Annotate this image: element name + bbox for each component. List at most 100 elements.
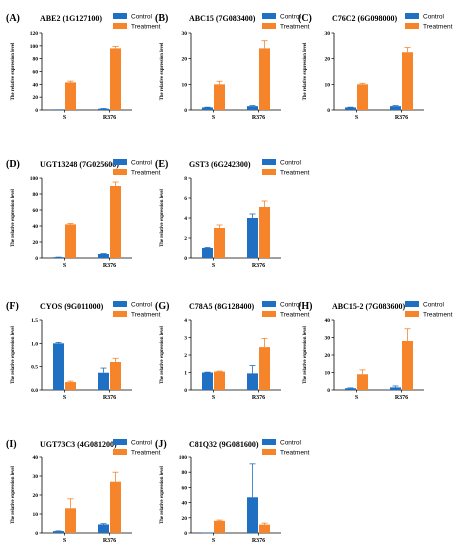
bar-control-s	[202, 532, 213, 534]
chart-panel-1: (B) ABC15 (7G083400) The relative expressi…	[155, 13, 310, 121]
y-tick-label: 80	[182, 470, 188, 476]
legend-label-control: Control	[131, 14, 153, 21]
y-tick-label: 30	[33, 474, 39, 480]
bar-treatment-r376	[259, 347, 270, 390]
y-tick-label: 1.5	[31, 318, 38, 324]
legend-label-control: Control	[131, 302, 153, 309]
y-tick-label: 60	[33, 208, 39, 214]
y-tick-label: 20	[33, 95, 39, 101]
bar-control-r376	[98, 108, 109, 110]
bar-control-r376	[390, 106, 401, 110]
bar-control-s	[53, 343, 64, 390]
legend-swatch-control	[405, 301, 419, 307]
y-tick-label: 1	[184, 371, 187, 377]
legend-swatch-treatment	[262, 449, 276, 455]
legend-swatch-treatment	[262, 169, 276, 175]
y-tick-label: 30	[325, 31, 331, 37]
bar-treatment-s	[214, 371, 225, 390]
y-tick-label: 100	[30, 176, 39, 182]
bar-treatment-r376	[259, 48, 270, 110]
legend-swatch-control	[262, 13, 276, 19]
x-tick-label: R376	[252, 395, 265, 401]
bar-control-r376	[247, 497, 258, 533]
legend-label-treatment: Treatment	[131, 450, 161, 457]
y-tick-label: 80	[33, 192, 39, 198]
x-tick-label: S	[63, 115, 67, 121]
y-tick-label: 40	[33, 224, 39, 230]
y-tick-label: 2	[184, 353, 187, 359]
legend-swatch-treatment	[113, 23, 127, 29]
x-tick-label: S	[355, 115, 359, 121]
panel-label: (A)	[6, 13, 20, 24]
chart-panel-3: (D) UGT13248 (7G025600) The relative expre…	[6, 159, 161, 269]
bar-control-s	[202, 372, 213, 390]
bar-treatment-s	[214, 228, 225, 258]
legend-label-treatment: Treatment	[423, 312, 453, 319]
chart-title: UGT13248 (7G025600)	[40, 160, 119, 169]
bar-control-r376	[98, 372, 109, 390]
bar-control-r376	[247, 106, 258, 110]
chart-panel-4: (E) GST3 (6G242300) The relative expressio…	[155, 159, 310, 269]
y-tick-label: 20	[33, 240, 39, 246]
bar-treatment-s	[65, 82, 76, 110]
legend-swatch-control	[405, 13, 419, 19]
y-tick-label: 0	[327, 388, 330, 394]
bar-control-s	[53, 109, 64, 110]
y-axis-label: The relative expression level	[303, 325, 308, 383]
x-tick-label: R376	[103, 538, 116, 544]
y-tick-label: 0	[184, 388, 187, 394]
x-tick-label: R376	[252, 263, 265, 269]
y-axis-label: The relative expression level	[11, 188, 16, 246]
y-tick-label: 120	[30, 31, 39, 37]
chart-panel-2: (C) C76C2 (6G098000) The relative expressi…	[298, 13, 453, 121]
y-tick-label: 0	[35, 256, 38, 262]
chart-panel-6: (G) C78A5 (8G128400) The relative expressi…	[155, 301, 310, 401]
x-tick-label: R376	[395, 115, 408, 121]
y-axis-label: The relative expression level	[160, 42, 165, 100]
chart-title: C76C2 (6G098000)	[332, 14, 397, 23]
bar-treatment-s	[65, 224, 76, 258]
chart-panel-0: (A) ABE2 (1G127100) The relative expressio…	[6, 13, 161, 121]
y-tick-label: 6	[184, 196, 187, 202]
y-tick-label: 20	[182, 57, 188, 63]
legend-swatch-treatment	[113, 311, 127, 317]
y-tick-label: 3	[184, 336, 187, 342]
legend-label-control: Control	[280, 160, 302, 167]
x-tick-label: S	[212, 538, 216, 544]
bar-control-s	[345, 107, 356, 110]
legend-label-treatment: Treatment	[280, 312, 310, 319]
y-tick-label: 0	[327, 108, 330, 114]
y-axis-label: The relative expression level	[303, 42, 308, 100]
chart-title: C81Q32 (9G081600)	[189, 440, 259, 449]
chart-title: ABC15-2 (7G083600)	[332, 302, 405, 311]
legend-label-control: Control	[131, 440, 153, 447]
legend-label-control: Control	[423, 14, 445, 21]
bar-treatment-r376	[259, 524, 270, 533]
x-tick-label: S	[212, 263, 216, 269]
x-tick-label: S	[63, 395, 67, 401]
y-axis-label: The relative expression level	[160, 188, 165, 246]
x-tick-label: S	[212, 115, 216, 121]
chart-panel-9: (J) C81Q32 (9G081600) The relative express…	[155, 439, 310, 544]
bar-treatment-r376	[110, 48, 121, 110]
x-tick-label: R376	[252, 115, 265, 121]
bar-control-s	[202, 107, 213, 110]
bar-treatment-s	[65, 382, 76, 390]
bar-control-s	[345, 388, 356, 390]
legend-label-control: Control	[280, 302, 302, 309]
bar-treatment-s	[214, 84, 225, 110]
panel-label: (C)	[298, 13, 312, 24]
legend-label-treatment: Treatment	[131, 170, 161, 177]
legend-swatch-control	[113, 159, 127, 165]
y-tick-label: 40	[182, 501, 188, 507]
legend-swatch-control	[262, 439, 276, 445]
chart-title: UGT73C3 (4G081200)	[40, 440, 117, 449]
panel-label: (E)	[155, 159, 168, 170]
bar-control-r376	[98, 254, 109, 258]
bar-control-s	[202, 248, 213, 258]
y-tick-label: 30	[325, 336, 331, 342]
y-axis-label: The relative expression level	[11, 325, 16, 383]
legend-label-treatment: Treatment	[131, 312, 161, 319]
y-tick-label: 0.5	[31, 365, 38, 371]
